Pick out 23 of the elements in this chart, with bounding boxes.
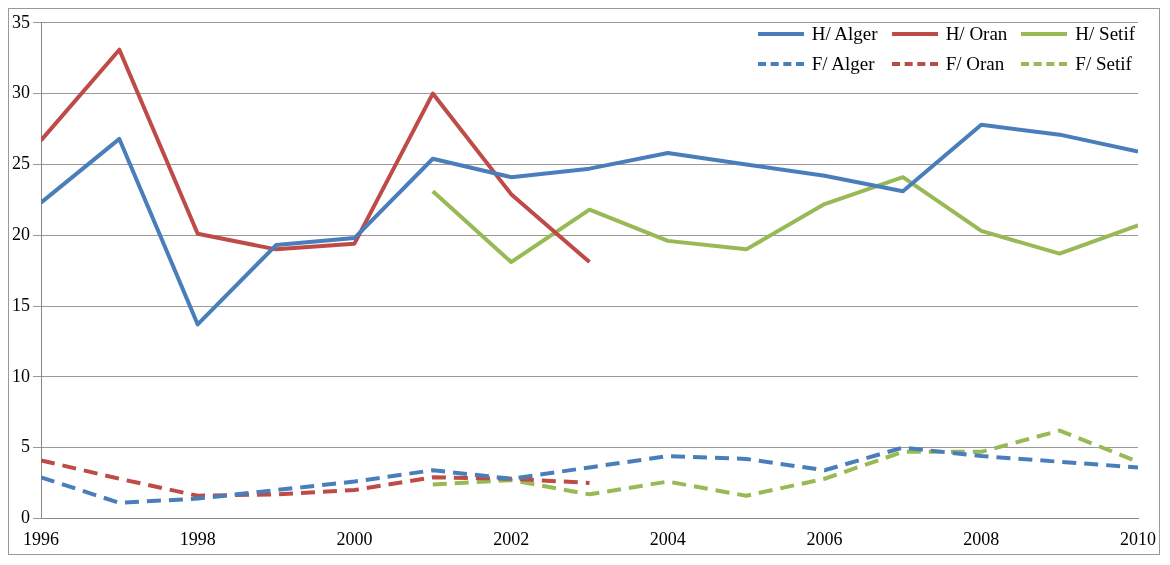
x-tick-label: 2010 <box>1120 528 1156 549</box>
legend-label: H/ Oran <box>945 23 1008 45</box>
x-tick-label: 1996 <box>23 528 59 549</box>
y-tick-label: 5 <box>21 436 30 457</box>
y-tick-label: 25 <box>12 153 30 174</box>
x-tick-label: 2002 <box>493 528 530 549</box>
y-tick-label: 15 <box>12 294 30 315</box>
x-tick-label: 2004 <box>649 528 686 549</box>
x-tick-label: 2006 <box>806 528 843 549</box>
legend-label: F/ Oran <box>945 53 1005 75</box>
legend-label: F/ Setif <box>1075 53 1132 75</box>
y-tick-label: 20 <box>12 223 30 244</box>
legend-label: H/ Setif <box>1075 23 1135 45</box>
y-tick-label: 10 <box>12 365 30 386</box>
y-tick-label: 0 <box>21 507 30 528</box>
legend-label: F/ Alger <box>811 53 875 75</box>
x-tick-label: 2000 <box>336 528 373 549</box>
y-tick-label: 30 <box>12 82 30 103</box>
legend-label: H/ Alger <box>811 23 878 45</box>
line-series <box>41 458 592 498</box>
x-tick-label: 1998 <box>179 528 216 549</box>
x-tick-label: 2008 <box>963 528 1000 549</box>
y-tick-label: 35 <box>12 11 30 32</box>
